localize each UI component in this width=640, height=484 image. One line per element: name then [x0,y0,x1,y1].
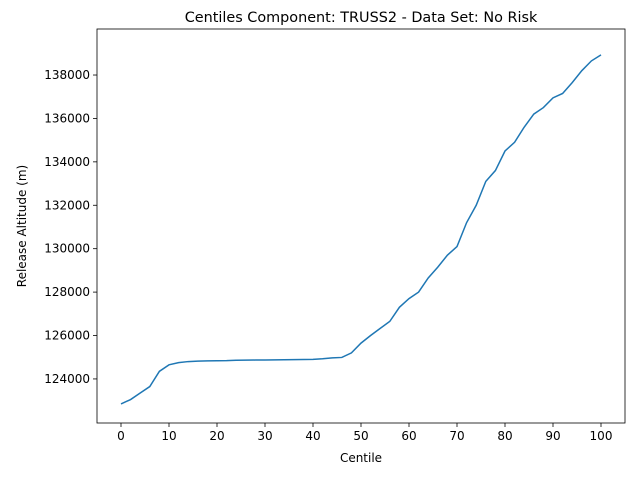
y-tick-label: 134000 [44,155,90,169]
x-tick-label: 10 [161,429,176,443]
x-tick-label: 40 [305,429,320,443]
x-axis-label: Centile [340,451,382,465]
y-axis-label: Release Altitude (m) [15,165,29,287]
x-tick-label: 90 [545,429,560,443]
y-tick-label: 138000 [44,68,90,82]
y-tick-label: 128000 [44,285,90,299]
plot-frame [96,28,626,424]
x-tick-label: 20 [209,429,224,443]
y-tick-label: 136000 [44,111,90,125]
y-tick-label: 132000 [44,198,90,212]
y-tick-label: 124000 [44,372,90,386]
x-tick-label: 50 [353,429,368,443]
data-line [120,54,602,405]
x-tick-label: 30 [257,429,272,443]
x-tick-label: 80 [497,429,512,443]
x-tick-label: 70 [449,429,464,443]
chart-title: Centiles Component: TRUSS2 - Data Set: N… [185,10,538,26]
y-tick-label: 126000 [44,329,90,343]
x-tick-label: 0 [117,429,125,443]
y-tick-label: 130000 [44,242,90,256]
x-tick-label: 60 [401,429,416,443]
x-tick-label: 100 [590,429,613,443]
